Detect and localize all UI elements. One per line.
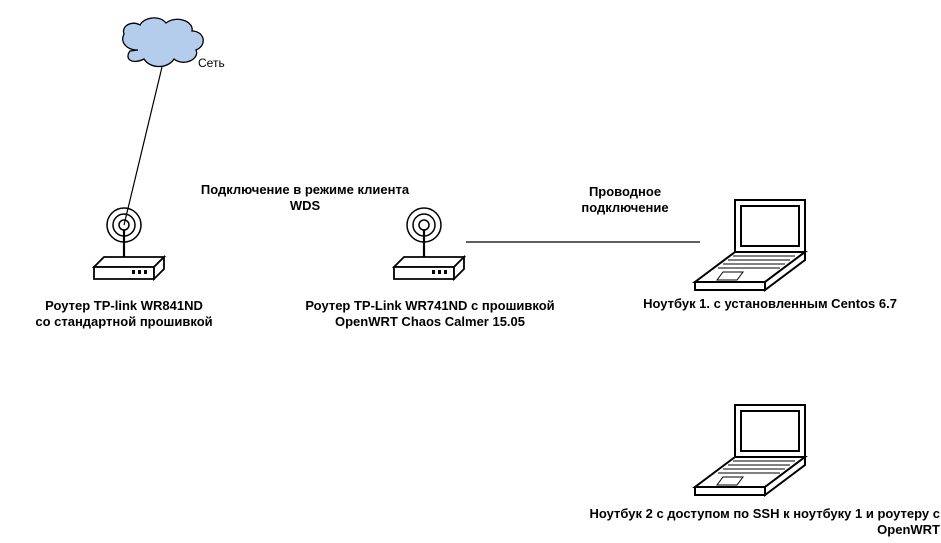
router1-label: Роутер TP-link WR841ND со стандартной пр… xyxy=(14,298,234,331)
laptop2-icon xyxy=(0,0,941,543)
wds-label: Подключение в режиме клиента WDS xyxy=(190,182,420,215)
laptop1-label: Ноутбук 1. с установленным Centos 6.7 xyxy=(620,296,920,312)
laptop2-label: Ноутбук 2 с доступом по SSH к ноутбуку 1… xyxy=(530,506,940,539)
wired-label: Проводное подключение xyxy=(555,184,695,217)
network-diagram: Сеть xyxy=(0,0,941,543)
router2-label: Роутер TP-Link WR741ND с прошивкой OpenW… xyxy=(290,298,570,331)
